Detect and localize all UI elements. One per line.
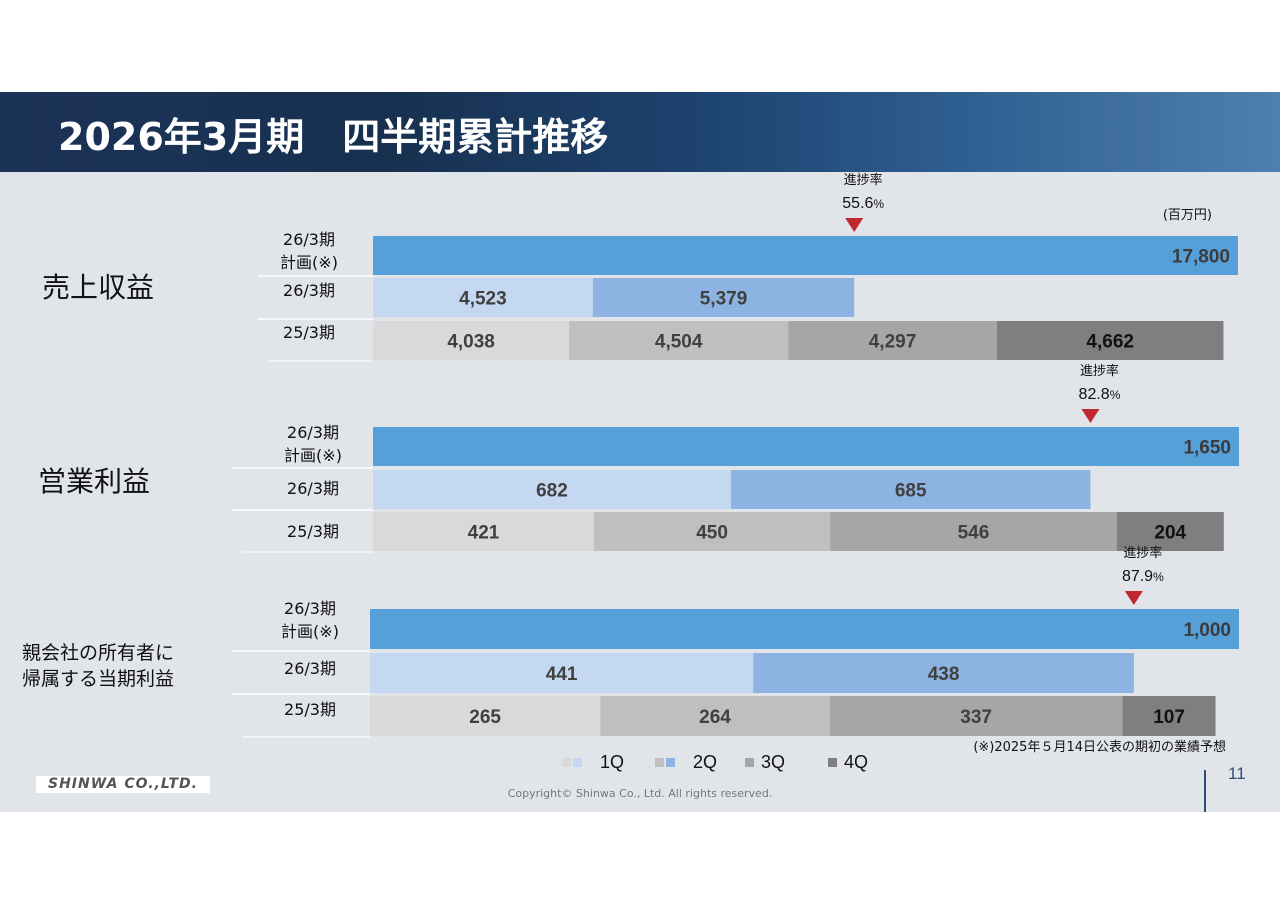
current-year-bar-segment bbox=[370, 653, 754, 693]
progress-rate-label: 進捗率 bbox=[844, 172, 883, 188]
current-year-bar-segment bbox=[373, 470, 731, 509]
bar-value-label: 5,379 bbox=[700, 289, 748, 310]
row-label: 26/3期 bbox=[284, 659, 336, 678]
previous-year-bar-segment bbox=[1122, 696, 1216, 736]
row-label: 26/3期 bbox=[283, 281, 335, 300]
legend-label: 1Q bbox=[600, 752, 624, 772]
bar-value-label: 107 bbox=[1153, 707, 1185, 728]
legend-swatch bbox=[828, 758, 837, 767]
bar-value-label: 421 bbox=[468, 523, 500, 544]
bar-value-label: 264 bbox=[699, 707, 731, 728]
bar-value-label: 682 bbox=[536, 481, 568, 502]
section-label: 営業利益 bbox=[38, 465, 150, 498]
plan-bar bbox=[373, 236, 1238, 275]
progress-marker-icon bbox=[1124, 591, 1143, 605]
row-label: 計画(※) bbox=[280, 253, 338, 272]
row-label: 25/3期 bbox=[287, 522, 339, 541]
current-year-bar-segment bbox=[592, 278, 855, 317]
section-label: 親会社の所有者に bbox=[22, 642, 174, 664]
bar-value-label: 4,504 bbox=[655, 332, 703, 353]
previous-year-bar-segment bbox=[370, 696, 601, 736]
bar-value-label: 450 bbox=[696, 523, 728, 544]
legend-label: 3Q bbox=[761, 752, 785, 772]
bar-value-label: 265 bbox=[469, 707, 501, 728]
plan-bar bbox=[370, 609, 1239, 649]
row-label: 25/3期 bbox=[283, 323, 335, 342]
bar-value-label: 1,650 bbox=[1183, 438, 1231, 459]
legend-swatch bbox=[573, 758, 582, 767]
bar-value-label: 546 bbox=[958, 523, 990, 544]
page-number: 11 bbox=[1228, 764, 1246, 783]
plan-bar bbox=[373, 427, 1239, 466]
progress-marker-icon bbox=[845, 218, 864, 232]
previous-year-bar-segment bbox=[569, 321, 789, 360]
row-label: 26/3期 bbox=[284, 599, 336, 618]
previous-year-bar-segment bbox=[600, 696, 830, 736]
legend-label: 2Q bbox=[693, 752, 717, 772]
row-label: 25/3期 bbox=[284, 700, 336, 719]
footnote: (※)2025年５月14日公表の期初の業績予想 bbox=[973, 739, 1226, 755]
page-number-divider bbox=[1204, 770, 1206, 812]
bar-value-label: 4,662 bbox=[1086, 332, 1134, 353]
previous-year-bar-segment bbox=[373, 512, 594, 551]
progress-rate-label: 進捗率 bbox=[1080, 363, 1119, 379]
current-year-bar-segment bbox=[753, 653, 1134, 693]
progress-rate-value: 87.9% bbox=[1122, 568, 1164, 585]
header-background bbox=[0, 92, 1280, 172]
section-label: 帰属する当期利益 bbox=[22, 668, 174, 690]
legend-swatch bbox=[655, 758, 664, 767]
progress-marker-icon bbox=[1081, 409, 1100, 423]
row-label: 26/3期 bbox=[283, 230, 335, 249]
bar-value-label: 685 bbox=[895, 481, 927, 502]
previous-year-bar-segment bbox=[829, 696, 1123, 736]
row-label: 計画(※) bbox=[284, 446, 342, 465]
bar-value-label: 4,523 bbox=[459, 289, 507, 310]
previous-year-bar-segment bbox=[373, 321, 570, 360]
current-year-bar-segment bbox=[373, 278, 593, 317]
previous-year-bar-segment bbox=[788, 321, 997, 360]
bar-value-label: 17,800 bbox=[1172, 247, 1230, 268]
bar-value-label: 4,038 bbox=[447, 332, 495, 353]
bar-value-label: 4,297 bbox=[869, 332, 917, 353]
legend-label: 4Q bbox=[844, 752, 868, 772]
bar-value-label: 337 bbox=[960, 707, 992, 728]
company-logo: SHINWA CO.,LTD. bbox=[36, 776, 210, 793]
row-label: 26/3期 bbox=[287, 423, 339, 442]
progress-rate-value: 55.6% bbox=[842, 195, 884, 212]
page-title: 2026年3月期 四半期累計推移 bbox=[58, 115, 609, 159]
row-label: 26/3期 bbox=[287, 479, 339, 498]
previous-year-bar-segment bbox=[996, 321, 1224, 360]
legend-swatch bbox=[666, 758, 675, 767]
unit-label: (百万円) bbox=[1163, 208, 1212, 223]
previous-year-bar-segment bbox=[1116, 512, 1224, 551]
section-label: 売上収益 bbox=[42, 271, 154, 304]
row-label: 計画(※) bbox=[281, 622, 339, 641]
bar-value-label: 204 bbox=[1154, 523, 1186, 544]
copyright-text: Copyright© Shinwa Co., Ltd. All rights r… bbox=[507, 787, 773, 800]
bar-value-label: 1,000 bbox=[1183, 620, 1231, 641]
bar-value-label: 438 bbox=[928, 664, 960, 685]
progress-rate-label: 進捗率 bbox=[1123, 545, 1162, 561]
previous-year-bar-segment bbox=[830, 512, 1117, 551]
bar-value-label: 441 bbox=[546, 664, 578, 685]
current-year-bar-segment bbox=[730, 470, 1091, 509]
progress-rate-value: 82.8% bbox=[1079, 386, 1121, 403]
header-banner: 2026年3月期 四半期累計推移 bbox=[0, 92, 1280, 172]
previous-year-bar-segment bbox=[593, 512, 831, 551]
legend-swatch bbox=[745, 758, 754, 767]
legend-swatch bbox=[562, 758, 571, 767]
